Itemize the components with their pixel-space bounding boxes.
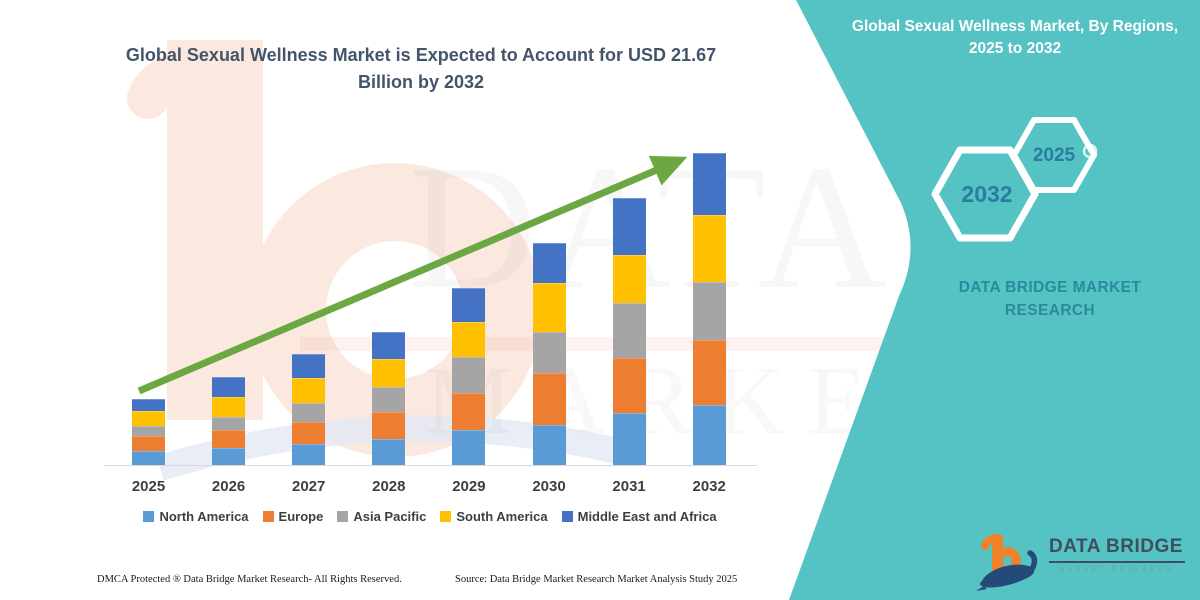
bar-segment-north-america: [372, 438, 406, 465]
legend-marker-icon: [143, 511, 155, 522]
bar-segment-europe: [132, 436, 165, 451]
bar-2026: [212, 377, 246, 465]
x-axis-label-2029: 2029: [452, 478, 486, 495]
bar-segment-europe: [452, 393, 486, 430]
bar-segment-middle-east-and-africa: [532, 243, 566, 283]
bar-segment-asia-pacific: [292, 403, 326, 422]
chart-title: Global Sexual Wellness Market is Expecte…: [125, 45, 717, 92]
legend: North America Europe Asia Pacific South Ame…: [100, 509, 760, 524]
x-axis-label-2032: 2032: [692, 478, 726, 495]
bar-segment-europe: [532, 373, 566, 425]
x-axis-line: [104, 465, 757, 466]
legend-label: Asia Pacific: [353, 509, 427, 524]
bar-2028: [372, 331, 406, 465]
legend-item-middle-east-and-africa: Middle East and Africa: [561, 509, 717, 524]
brand-text-block: DATA BRIDGE MARKET RESEARCH: [958, 279, 1142, 319]
bar-2031: [612, 197, 646, 465]
legend-marker-icon: [337, 511, 349, 522]
bar-2027: [292, 353, 326, 465]
bar-segment-europe: [292, 422, 326, 444]
bar-segment-asia-pacific: [372, 386, 406, 412]
bar-segment-south-america: [532, 283, 566, 332]
bar-segment-north-america: [212, 448, 246, 465]
x-axis-label-2027: 2027: [292, 478, 326, 495]
bar-segment-south-america: [692, 215, 726, 283]
logo-b-icon: [976, 534, 1038, 591]
hexagon-large-label: 2032: [961, 181, 1013, 207]
legend-marker-icon: [440, 511, 452, 522]
footer-source: Source: Data Bridge Market Research Mark…: [455, 574, 738, 585]
bar-segment-middle-east-and-africa: [692, 153, 726, 216]
bar-segment-asia-pacific: [692, 282, 726, 340]
legend-marker-icon: [262, 511, 274, 522]
bar-segment-north-america: [532, 425, 566, 465]
bar-segment-europe: [212, 430, 246, 448]
bar-segment-middle-east-and-africa: [452, 288, 486, 322]
bar-segment-europe: [372, 411, 406, 439]
bar-segment-asia-pacific: [452, 357, 486, 393]
x-axis-label-2030: 2030: [532, 478, 566, 495]
logo-subtitle: MARKET RESEARCH: [1059, 566, 1175, 573]
bar-segment-middle-east-and-africa: [372, 331, 406, 359]
legend-item-asia-pacific: Asia Pacific: [337, 509, 426, 524]
bar-segment-asia-pacific: [132, 425, 165, 436]
bar-segment-south-america: [292, 377, 326, 403]
bar-segment-middle-east-and-africa: [292, 353, 326, 378]
bar-2025: [132, 398, 165, 465]
legend-label: North America: [159, 509, 249, 524]
bar-segment-north-america: [612, 413, 646, 465]
bar-segment-north-america: [132, 451, 165, 465]
bar-2029: [452, 288, 486, 465]
logo-name: DATA BRIDGE: [1049, 536, 1185, 563]
x-axis-label-2028: 2028: [372, 478, 406, 495]
bar-2030: [532, 243, 566, 465]
legend-label: Europe: [278, 509, 324, 524]
bar-segment-north-america: [292, 444, 326, 465]
bar-segment-south-america: [452, 322, 486, 357]
legend-label: Middle East and Africa: [577, 509, 717, 524]
bar-segment-south-america: [372, 358, 406, 387]
x-axis-label-2031: 2031: [612, 478, 646, 495]
panel-title: Global Sexual Wellness Market, By Region…: [851, 18, 1179, 57]
plot-area: 2025 2026 2027 2028 2029 2030 2031 2032: [104, 140, 757, 495]
x-axis-label-2025: 2025: [131, 478, 166, 495]
bar-segment-north-america: [452, 430, 486, 465]
legend-label: South America: [456, 509, 548, 524]
footer-dmca: DMCA Protected ® Data Bridge Market Rese…: [97, 574, 402, 585]
bar-segment-middle-east-and-africa: [212, 377, 246, 397]
bar-segment-south-america: [212, 397, 246, 417]
bar-segment-south-america: [612, 254, 646, 303]
bar-segment-asia-pacific: [612, 303, 646, 358]
bar-segment-north-america: [692, 405, 726, 465]
x-axis-label-2026: 2026: [211, 478, 246, 495]
legend-marker-icon: [561, 511, 573, 522]
bar-segment-europe: [612, 358, 646, 413]
bar-segment-europe: [692, 339, 726, 405]
legend-item-europe: Europe: [262, 509, 324, 524]
bar-segment-asia-pacific: [532, 332, 566, 373]
legend-item-north-america: North America: [143, 509, 249, 524]
legend-item-south-america: South America: [440, 509, 548, 524]
bar-segment-south-america: [132, 410, 165, 426]
hexagon-small-label: 2025: [1032, 145, 1076, 166]
bar-segment-asia-pacific: [212, 417, 246, 430]
logo: DATA BRIDGE MARKET RESEARCH: [975, 528, 1190, 594]
bar-segment-middle-east-and-africa: [132, 398, 165, 411]
bar-2032: [692, 153, 726, 465]
bar-segment-middle-east-and-africa: [612, 197, 646, 255]
